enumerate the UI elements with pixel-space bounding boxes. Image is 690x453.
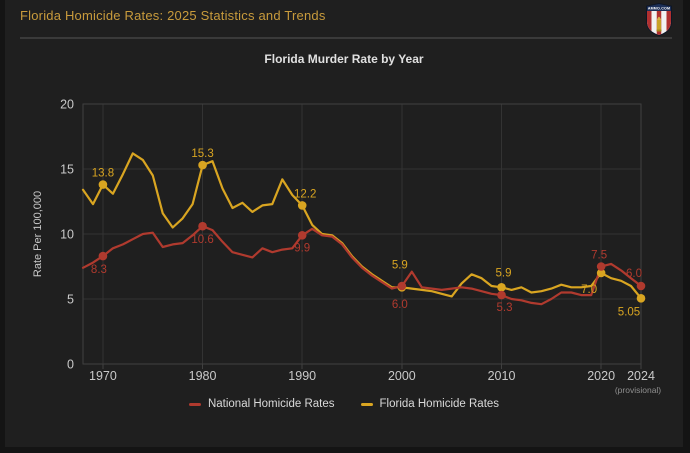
- y-tick-label: 20: [60, 98, 74, 112]
- data-point-label-national: 6.0: [392, 299, 408, 311]
- y-axis-title: Rate Per 100,000: [32, 191, 44, 277]
- data-point-label-florida: 5.05: [618, 306, 640, 318]
- legend-marker-florida-icon: [360, 402, 373, 406]
- series-line-national: [81, 225, 643, 306]
- stripe-red: [647, 11, 652, 35]
- logo-text: AMMO.COM: [648, 6, 670, 10]
- x-tick-label: 1970: [89, 369, 117, 383]
- data-point-label-national: 9.9: [294, 242, 310, 254]
- data-point-marker-national[interactable]: [397, 281, 407, 291]
- data-point-marker-florida[interactable]: [198, 160, 207, 170]
- data-point-label-national: 10.6: [191, 234, 213, 246]
- page-title[interactable]: Florida Homicide Rates: 2025 Statistics …: [20, 8, 326, 23]
- legend-item-national[interactable]: National Homicide Rates: [188, 398, 335, 410]
- data-point-marker-national[interactable]: [636, 281, 646, 291]
- data-point-label-florida: 12.2: [294, 188, 316, 200]
- x-tick-label: 1990: [288, 369, 316, 383]
- x-tick-label: 2020: [587, 369, 615, 383]
- chief-band: [647, 4, 671, 11]
- data-point-label-florida: 7.0: [581, 284, 597, 296]
- plot-border: [82, 103, 642, 365]
- data-point-marker-florida[interactable]: [98, 180, 108, 189]
- data-point-label-national: 8.3: [91, 264, 107, 276]
- data-point-label-national: 6.0: [626, 268, 642, 280]
- stripe-red: [666, 11, 671, 35]
- legend-item-florida[interactable]: Florida Homicide Rates: [360, 398, 500, 410]
- data-point-marker-national[interactable]: [497, 290, 506, 300]
- data-point-marker-florida[interactable]: [636, 294, 646, 303]
- ammo-com-logo[interactable]: AMMO.COM: [646, 3, 672, 36]
- legend-label-florida: Florida Homicide Rates: [379, 398, 500, 410]
- data-point-label-national: 7.5: [591, 250, 607, 262]
- x-axis-provisional-note: (provisional): [615, 385, 661, 395]
- data-point-label-florida: 13.8: [92, 168, 114, 180]
- chart-title: Florida Murder Rate by Year: [264, 52, 424, 66]
- divider: [20, 37, 672, 39]
- data-point-marker-national[interactable]: [198, 221, 207, 231]
- page-background: Florida Homicide Rates: 2025 Statistics …: [5, 0, 683, 447]
- x-tick-label: 2024: [627, 369, 655, 383]
- data-point-marker-national[interactable]: [297, 231, 307, 240]
- x-tick-label: 1980: [189, 369, 217, 383]
- data-point-marker-national[interactable]: [98, 251, 108, 261]
- y-tick-label: 15: [60, 163, 74, 177]
- data-point-label-florida: 5.9: [392, 259, 408, 271]
- bullet-icon: [656, 16, 662, 32]
- x-tick-label: 2000: [388, 369, 416, 383]
- line-chart: 0 5 10 15 20 1970 1980 1990 2000 2010 2020 2024 (pro…: [32, 98, 661, 396]
- chart-legend: National Homicide Rates Florida Homicide…: [5, 398, 683, 410]
- data-point-marker-florida[interactable]: [497, 283, 506, 292]
- data-point-marker-national[interactable]: [596, 262, 606, 271]
- data-point-marker-florida[interactable]: [596, 268, 606, 278]
- data-point-label-national: 5.3: [497, 302, 513, 314]
- data-point-label-florida: 5.9: [496, 267, 512, 279]
- y-tick-label: 10: [60, 228, 74, 242]
- y-tick-label: 5: [67, 293, 74, 307]
- legend-label-national: National Homicide Rates: [207, 398, 335, 410]
- data-point-marker-florida[interactable]: [297, 201, 307, 210]
- data-point-label-florida: 15.3: [191, 148, 213, 160]
- x-tick-label: 2010: [488, 369, 516, 383]
- series-line-florida: [81, 152, 643, 300]
- legend-marker-national-icon: [188, 402, 201, 406]
- y-tick-label: 0: [67, 358, 74, 372]
